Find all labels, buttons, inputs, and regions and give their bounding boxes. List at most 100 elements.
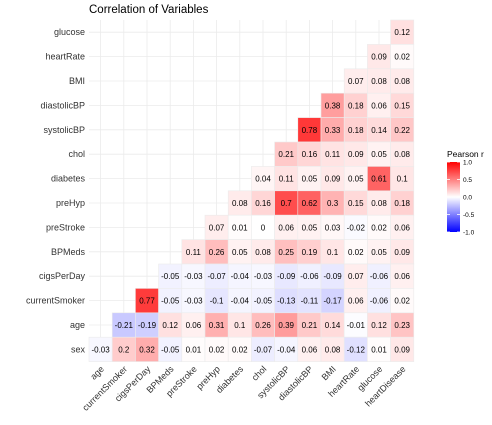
cell-value-label: -0.04 bbox=[231, 297, 250, 306]
cell-value-label: 0.23 bbox=[394, 321, 410, 330]
y-axis-labels: glucose heartRate BMI diastolicBP systolicBP… bbox=[26, 27, 86, 354]
cell-value-label: 0.15 bbox=[348, 199, 364, 208]
y-tick-label: systolicBP bbox=[43, 125, 85, 135]
cell-value-label: 0.11 bbox=[186, 248, 202, 257]
cell-value-label: 0 bbox=[261, 223, 266, 232]
cell-value-label: 0.1 bbox=[234, 321, 246, 330]
cell-value-label: 0.18 bbox=[394, 199, 410, 208]
cell-value-label: 0.09 bbox=[325, 175, 341, 184]
cell-value-label: 0.12 bbox=[394, 28, 410, 37]
x-tick-label: chol bbox=[250, 364, 269, 383]
cell-value-label: 0.2 bbox=[118, 345, 130, 354]
cell-value-label: 0.08 bbox=[371, 199, 387, 208]
y-tick-label: BPMeds bbox=[51, 247, 86, 257]
legend: Pearson r 1.0 0.5 0.0 -0.5 -1.0 bbox=[447, 149, 484, 236]
cell-value-label: 0.78 bbox=[302, 126, 318, 135]
cell-value-label: -0.04 bbox=[277, 345, 296, 354]
cell-value-label: 0.05 bbox=[371, 150, 387, 159]
cell-value-label: 0.02 bbox=[394, 53, 410, 62]
cell-value-label: 0.26 bbox=[255, 321, 271, 330]
cell-value-label: 0.07 bbox=[209, 223, 225, 232]
cell-value-label: -0.09 bbox=[323, 272, 342, 281]
cell-value-label: -0.17 bbox=[323, 297, 342, 306]
cell-value-label: 0.08 bbox=[394, 77, 410, 86]
cell-value-label: -0.03 bbox=[91, 345, 110, 354]
cell-value-label: 0.06 bbox=[371, 101, 387, 110]
cell-value-label: 0.05 bbox=[371, 248, 387, 257]
cell-value-label: 0.1 bbox=[397, 175, 409, 184]
cell-value-label: 0.15 bbox=[394, 101, 410, 110]
legend-tick-label: 0.5 bbox=[463, 177, 472, 184]
cell-value-label: -0.21 bbox=[115, 321, 134, 330]
legend-color-bar bbox=[447, 162, 460, 232]
cell-value-label: -0.03 bbox=[254, 272, 273, 281]
y-tick-label: diabetes bbox=[51, 174, 86, 184]
cell-value-label: 0.05 bbox=[232, 248, 248, 257]
cell-value-label: 0.07 bbox=[348, 272, 364, 281]
y-tick-label: BMI bbox=[69, 76, 85, 86]
cell-value-label: 0.21 bbox=[302, 321, 318, 330]
cell-value-label: 0.09 bbox=[394, 345, 410, 354]
cell-value-label: 0.04 bbox=[255, 175, 271, 184]
x-tick-label: BMI bbox=[320, 364, 338, 382]
x-axis-labels: agecurrentSmokercigsPerDayBPMedspreStrok… bbox=[80, 364, 407, 413]
cell-value-label: 0.07 bbox=[348, 77, 364, 86]
cell-value-label: -0.09 bbox=[277, 272, 296, 281]
cell-value-label: 0.38 bbox=[325, 101, 341, 110]
cell-value-label: 0.09 bbox=[394, 248, 410, 257]
cell-value-label: 0.01 bbox=[186, 345, 202, 354]
y-tick-label: cigsPerDay bbox=[39, 271, 86, 281]
cell-value-label: 0.19 bbox=[302, 248, 318, 257]
cell-value-label: 0.16 bbox=[302, 150, 318, 159]
cell-value-label: 0.22 bbox=[394, 126, 410, 135]
cell-value-label: 0.12 bbox=[162, 321, 178, 330]
x-tick-label: age bbox=[88, 364, 106, 382]
cell-value-label: 0.14 bbox=[371, 126, 387, 135]
cell-value-label: 0.08 bbox=[255, 248, 271, 257]
cell-value-label: 0.62 bbox=[302, 199, 318, 208]
legend-tick-label: -1.0 bbox=[463, 229, 475, 236]
cell-value-label: 0.03 bbox=[325, 223, 341, 232]
cell-value-label: 0.39 bbox=[278, 321, 294, 330]
cell-value-label: 0.32 bbox=[139, 345, 155, 354]
cell-value-label: 0.08 bbox=[371, 77, 387, 86]
cell-value-label: 0.21 bbox=[278, 150, 294, 159]
cell-value-label: 0.02 bbox=[394, 297, 410, 306]
cell-value-label: 0.05 bbox=[348, 175, 364, 184]
cell-value-label: 0.11 bbox=[325, 150, 341, 159]
cell-value-label: -0.06 bbox=[300, 272, 319, 281]
cell-value-label: 0.02 bbox=[209, 345, 225, 354]
cell-value-label: 0.06 bbox=[394, 272, 410, 281]
legend-title: Pearson r bbox=[447, 149, 484, 159]
cell-value-label: 0.01 bbox=[232, 223, 248, 232]
cell-value-label: -0.05 bbox=[161, 297, 180, 306]
cell-value-label: 0.12 bbox=[371, 321, 387, 330]
cell-value-label: 0.02 bbox=[371, 223, 387, 232]
cell-value-label: -0.05 bbox=[161, 345, 180, 354]
cell-value-label: 0.06 bbox=[394, 223, 410, 232]
cell-value-label: 0.05 bbox=[302, 175, 318, 184]
cell-value-label: -0.05 bbox=[161, 272, 180, 281]
y-tick-label: sex bbox=[71, 344, 86, 354]
cell-value-label: 0.33 bbox=[325, 126, 341, 135]
cell-value-label: -0.11 bbox=[301, 297, 319, 306]
y-tick-label: currentSmoker bbox=[26, 296, 85, 306]
cell-value-label: -0.04 bbox=[231, 272, 250, 281]
cell-value-label: 0.3 bbox=[327, 199, 339, 208]
chart-title: Correlation of Variables bbox=[89, 4, 209, 16]
cell-value-label: -0.06 bbox=[370, 297, 389, 306]
cell-value-label: -0.03 bbox=[184, 272, 203, 281]
cell-value-label: 0.26 bbox=[209, 248, 225, 257]
cell-value-label: 0.09 bbox=[348, 150, 364, 159]
cell-value-label: 0.05 bbox=[302, 223, 318, 232]
cell-value-label: 0.1 bbox=[327, 248, 339, 257]
legend-tick-label: 1.0 bbox=[463, 159, 472, 166]
cell-value-label: -0.03 bbox=[184, 297, 203, 306]
cell-value-label: 0.02 bbox=[348, 248, 364, 257]
cell-value-label: -0.13 bbox=[277, 297, 296, 306]
cell-value-label: -0.01 bbox=[347, 321, 366, 330]
y-tick-label: age bbox=[70, 320, 85, 330]
cell-value-label: -0.1 bbox=[210, 297, 224, 306]
cell-value-label: 0.25 bbox=[278, 248, 294, 257]
